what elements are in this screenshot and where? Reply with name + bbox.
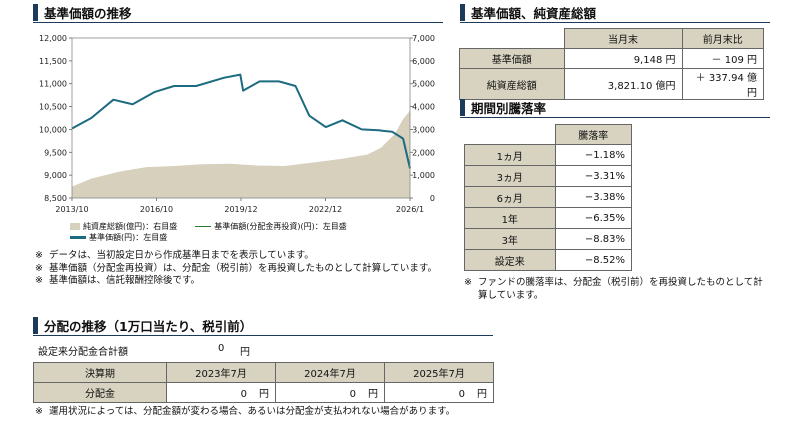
summary-row-label: 基準価額 bbox=[459, 48, 565, 69]
y-left-tick-label: 11,500 bbox=[39, 57, 67, 66]
performance-row: 1年 −6.35% bbox=[464, 207, 632, 229]
chart-legend: 純資産総額(億円)：右目盛 基準価額(分配金再投資)(円)：左目盛 基準価額(円… bbox=[70, 221, 460, 243]
summary-header-current: 当月末 bbox=[563, 28, 683, 49]
summary-row-net-assets: 純資産総額 3,821.10 億円 ＋ 337.94 億円 bbox=[459, 68, 764, 100]
nav-chart: 12,000 7,000 11,500 6,000 11,000 5,000 10,500 4… bbox=[39, 34, 435, 214]
distribution-total-value: 0 bbox=[218, 343, 225, 354]
performance-table: 騰落率 1ヵ月 −1.18% 3ヵ月 −3.31% 6ヵ月 −3.38% 1年 −6.3… bbox=[464, 124, 632, 271]
summary-row-value: 3,821.10 億円 bbox=[563, 68, 683, 100]
legend-item-nav-reinvest: 基準価額(分配金再投資)(円)：左目盛 bbox=[195, 221, 347, 232]
summary-header-change: 前月末比 bbox=[681, 28, 764, 49]
chart-note-3: ※ 基準価額は、信託報酬控除後です。 bbox=[35, 275, 201, 286]
y-right-tick-label: 4,000 bbox=[412, 103, 435, 112]
x-tick-label: 2026/1 bbox=[396, 205, 424, 214]
y-left-tick-label: 10,000 bbox=[39, 125, 67, 134]
summary-row-nav: 基準価額 9,148 円 － 109 円 bbox=[459, 48, 764, 69]
summary-row-label: 純資産総額 bbox=[459, 68, 565, 100]
performance-header: 騰落率 bbox=[554, 124, 632, 145]
net-assets-area bbox=[72, 110, 410, 198]
legend-swatch-nav bbox=[70, 236, 86, 239]
distribution-period: 2023年7月 bbox=[166, 362, 276, 383]
distribution-header-label: 決算期 bbox=[33, 362, 167, 383]
y-left-tick-label: 9,000 bbox=[44, 171, 67, 180]
distribution-total-label: 設定来分配金合計額 bbox=[38, 347, 128, 358]
distribution-title: 分配の推移（1万口当たり、税引前） bbox=[44, 319, 253, 334]
legend-item-net-assets: 純資産総額(億円)：右目盛 bbox=[70, 221, 177, 232]
distribution-header-row: 決算期 2023年7月 2024年7月 2025年7月 bbox=[33, 362, 494, 383]
summary-row-value: 9,148 円 bbox=[563, 48, 683, 69]
summary-title: 基準価額、純資産総額 bbox=[471, 6, 597, 21]
summary-row-change: － 109 円 bbox=[681, 48, 764, 69]
y-right-tick-label: 2,000 bbox=[412, 148, 435, 157]
y-right-tick-label: 5,000 bbox=[412, 80, 435, 89]
y-left-tick-label: 9,500 bbox=[44, 148, 67, 157]
summary-row-change: ＋ 337.94 億円 bbox=[681, 68, 764, 100]
legend-swatch-net-assets bbox=[70, 223, 80, 230]
x-tick-label: 2022/12 bbox=[309, 205, 342, 214]
x-tick-label: 2019/12 bbox=[224, 205, 257, 214]
summary-table: 当月末 前月末比 基準価額 9,148 円 － 109 円 純資産総額 3,82… bbox=[459, 28, 764, 100]
distribution-total-unit: 円 bbox=[240, 347, 250, 358]
performance-row: 6ヵ月 −3.38% bbox=[464, 186, 632, 208]
nav-reinvest-line bbox=[71, 73, 411, 169]
x-tick-label: 2013/10 bbox=[55, 205, 88, 214]
distribution-period: 2024年7月 bbox=[275, 362, 385, 383]
distribution-section-title: 分配の推移（1万口当たり、税引前） bbox=[33, 317, 493, 336]
y-right-tick-label: 0 bbox=[430, 194, 435, 203]
y-right-tick-label: 7,000 bbox=[412, 34, 435, 43]
x-tick-label: 2016/10 bbox=[140, 205, 173, 214]
legend-swatch-nav-reinvest bbox=[195, 225, 212, 228]
nav-line bbox=[71, 73, 411, 169]
y-left-tick-label: 11,000 bbox=[39, 80, 67, 89]
summary-section-title: 基準価額、純資産総額 bbox=[460, 4, 770, 23]
performance-row: 3年 −8.83% bbox=[464, 228, 632, 250]
performance-row: 設定来 −8.52% bbox=[464, 249, 632, 271]
distribution-total: 設定来分配金合計額 0 円 bbox=[38, 343, 250, 358]
summary-header-row: 当月末 前月末比 bbox=[460, 28, 764, 49]
y-left-tick-label: 12,000 bbox=[39, 34, 67, 43]
y-right-tick-label: 1,000 bbox=[412, 171, 435, 180]
performance-title: 期間別騰落率 bbox=[471, 101, 547, 116]
legend-item-nav: 基準価額(円)：左目盛 bbox=[70, 232, 167, 243]
chart-notes: ※ データは、当初設定日から作成基準日までを表示しています。 ※ 基準価額（分配金再… bbox=[35, 250, 445, 288]
performance-row: 1ヵ月 −1.18% bbox=[464, 144, 632, 166]
y-right-tick-label: 6,000 bbox=[412, 57, 435, 66]
performance-row: 3ヵ月 −3.31% bbox=[464, 165, 632, 187]
performance-note: ※ ファンドの騰落率は、分配金（税引前）を再投資したものとして計算しています。 bbox=[464, 277, 763, 301]
distribution-row-label: 分配金 bbox=[33, 382, 167, 403]
distribution-period: 2025年7月 bbox=[384, 362, 494, 383]
y-left-tick-label: 10,500 bbox=[39, 103, 67, 112]
distribution-note: ※ 運用状況によっては、分配金額が変わる場合、あるいは分配金が支払われない場合が… bbox=[35, 406, 456, 417]
nav-chart-title: 基準価額の推移 bbox=[44, 6, 132, 21]
nav-chart-section-title: 基準価額の推移 bbox=[33, 4, 443, 23]
y-left-tick-label: 8,500 bbox=[44, 194, 67, 203]
performance-header-row: 騰落率 bbox=[465, 124, 632, 145]
chart-note-1: ※ データは、当初設定日から作成基準日までを表示しています。 bbox=[35, 250, 314, 261]
performance-section-title: 期間別騰落率 bbox=[460, 99, 770, 118]
y-right-tick-label: 3,000 bbox=[412, 125, 435, 134]
chart-note-2: ※ 基準価額（分配金再投資）は、分配金（税引前）を再投資したものとして計算していま… bbox=[35, 262, 437, 274]
